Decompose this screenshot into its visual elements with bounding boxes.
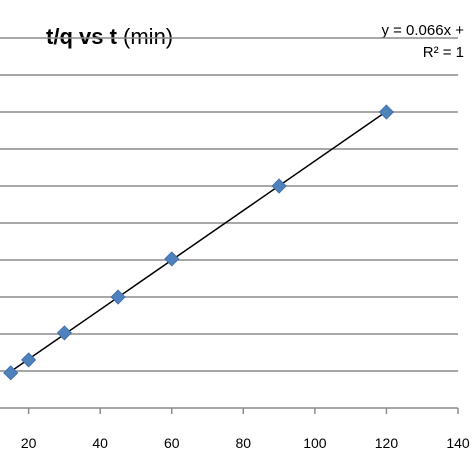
data-point: [378, 104, 395, 120]
x-tick-label: 40: [92, 435, 108, 451]
x-tick-label: 140: [446, 435, 470, 451]
data-point: [271, 178, 287, 194]
chart-title-unit: (min): [123, 24, 174, 49]
r-squared-label: R² = 1: [422, 44, 464, 61]
x-tick-label: 20: [21, 435, 37, 451]
data-point: [110, 289, 126, 305]
chart-title: t/q vs t (min): [46, 24, 173, 50]
chart-title-main: t/q vs t: [46, 24, 117, 49]
data-point: [56, 325, 72, 341]
data-point: [164, 251, 180, 267]
x-tick-label: 60: [164, 435, 180, 451]
trendline-equation-box: y = 0.066x + R² = 1: [381, 20, 464, 64]
x-tick-label: 120: [375, 435, 399, 451]
x-tick-label: 100: [303, 435, 327, 451]
trendline-equation: y = 0.066x +: [381, 22, 464, 39]
data-point: [21, 352, 37, 368]
data-point: [3, 365, 19, 381]
trendline: [10, 110, 387, 373]
x-tick-label: 80: [236, 435, 252, 451]
